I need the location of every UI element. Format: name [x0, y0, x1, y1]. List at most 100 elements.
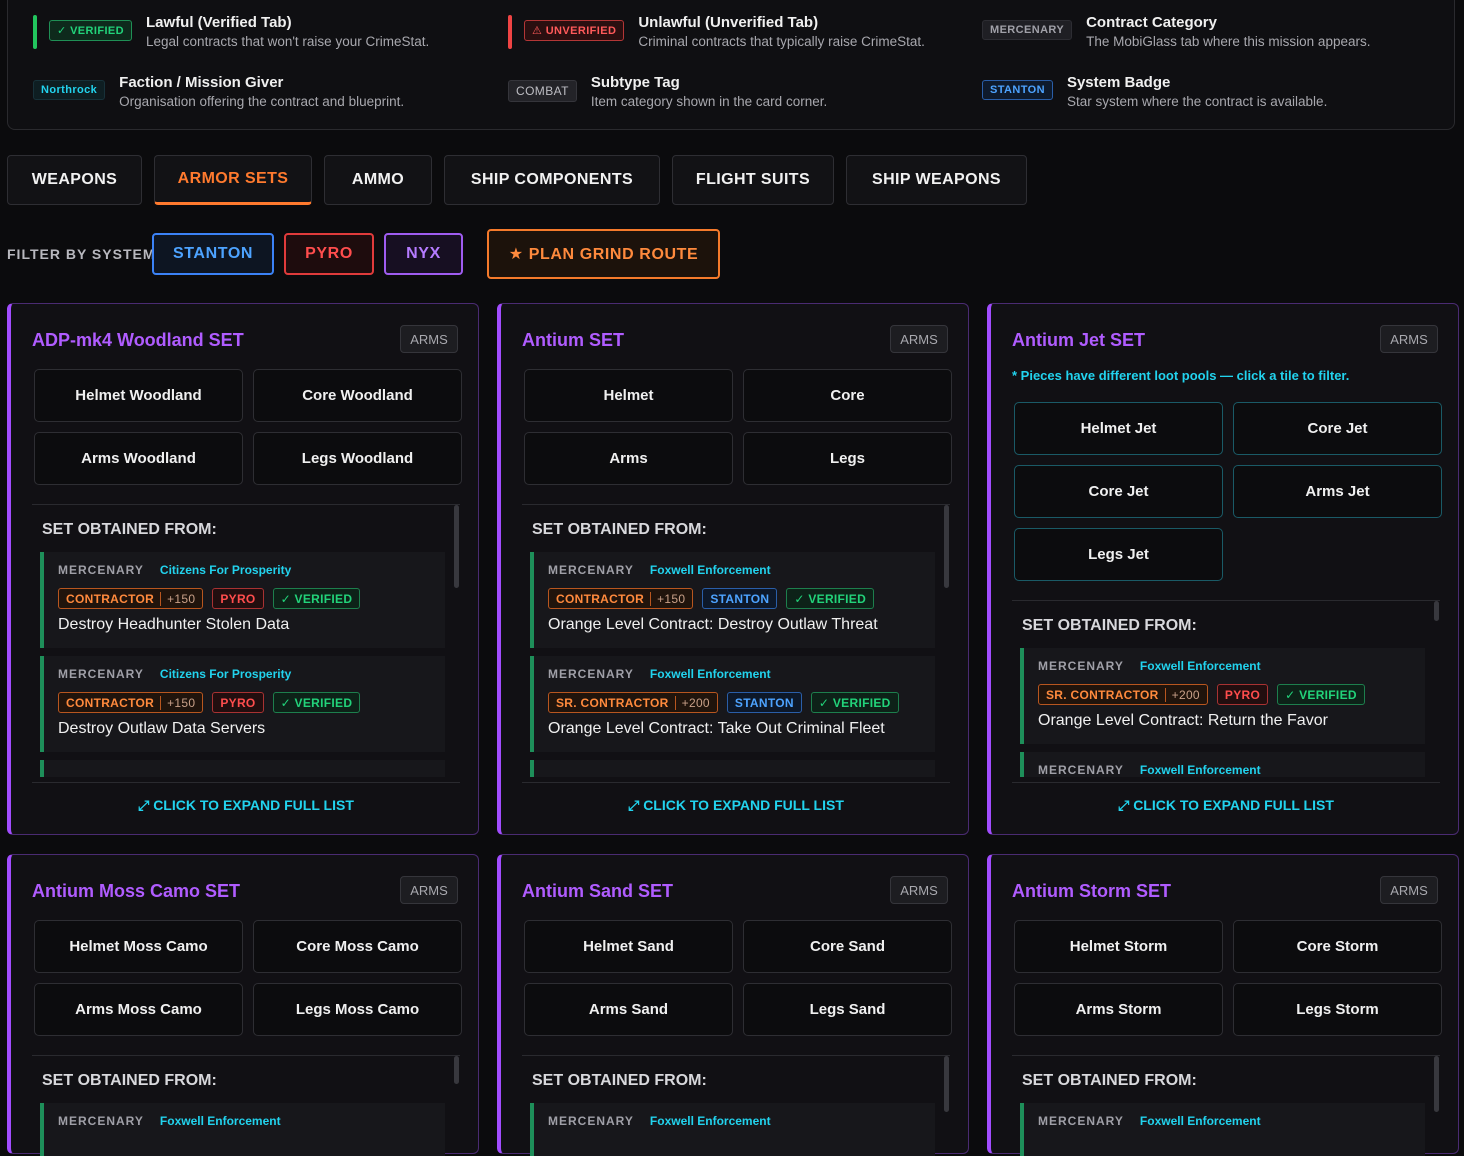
- faction-label: Citizens For Prosperity: [159, 563, 292, 577]
- expand-list-button[interactable]: ⤢ CLICK TO EXPAND FULL LIST: [1012, 782, 1440, 827]
- subtype-badge: ARMS: [1380, 876, 1438, 904]
- piece-tile[interactable]: Helmet Storm: [1014, 920, 1223, 973]
- piece-tile[interactable]: Helmet Jet: [1014, 402, 1223, 455]
- piece-tile[interactable]: Arms Moss Camo: [34, 983, 243, 1036]
- scrollbar[interactable]: [1434, 1056, 1439, 1112]
- green-bar: [33, 15, 37, 49]
- legend-title: Lawful (Verified Tab): [146, 14, 292, 31]
- verified-chip: ✓ VERIFIED: [272, 588, 361, 609]
- legend-desc: Criminal contracts that typically raise …: [638, 34, 925, 49]
- armor-set-card: Antium Sand SET ARMS Helmet Sand Core Sa…: [497, 854, 969, 1156]
- category-label: MERCENARY: [1038, 1114, 1124, 1128]
- contract-entry[interactable]: MERCENARY Citizens For Prosperity CONTRAC…: [40, 552, 445, 648]
- expand-list-button[interactable]: ⤢ CLICK TO EXPAND FULL LIST: [32, 782, 460, 827]
- piece-tile[interactable]: Core Jet: [1233, 402, 1442, 455]
- legend-title: Contract Category: [1086, 14, 1217, 31]
- tab-ship-components[interactable]: SHIP COMPONENTS: [444, 155, 660, 205]
- faction-label: Foxwell Enforcement: [1139, 763, 1261, 777]
- piece-tile[interactable]: Helmet Moss Camo: [34, 920, 243, 973]
- filter-pyro-button[interactable]: PYRO: [284, 233, 374, 275]
- piece-tile[interactable]: Core Moss Camo: [253, 920, 462, 973]
- sources-list[interactable]: SET OBTAINED FROM: MERCENARY Foxwell Enfo…: [522, 1055, 950, 1156]
- legend-title: Subtype Tag: [590, 74, 680, 91]
- piece-tile[interactable]: Core Woodland: [253, 369, 462, 422]
- piece-tile[interactable]: Helmet: [524, 369, 733, 422]
- piece-tile[interactable]: Core Jet: [1014, 465, 1223, 518]
- filter-stanton-button[interactable]: STANTON: [152, 233, 274, 275]
- sources-list[interactable]: SET OBTAINED FROM: MERCENARY Foxwell Enfo…: [32, 1055, 460, 1156]
- contract-entry[interactable]: MERCENARY Foxwell Enforcement SR. CONTRAC…: [1020, 648, 1425, 744]
- tab-weapons[interactable]: WEAPONS: [7, 155, 142, 205]
- legend-desc: Organisation offering the contract and b…: [119, 94, 405, 109]
- tab-ship-weapons[interactable]: SHIP WEAPONS: [846, 155, 1027, 205]
- sources-list[interactable]: SET OBTAINED FROM: MERCENARY Citizens For…: [32, 504, 460, 777]
- legend-title: System Badge: [1066, 74, 1171, 91]
- legend-panel: ✓ VERIFIED Lawful (Verified Tab) Legal c…: [7, 0, 1455, 130]
- armor-set-card: Antium Storm SET ARMS Helmet Storm Core …: [987, 854, 1459, 1156]
- contract-entry[interactable]: MERCENARY Foxwell Enforcement CONTRACTOR +…: [530, 552, 935, 648]
- piece-tile[interactable]: Arms Jet: [1233, 465, 1442, 518]
- legend-verified: ✓ VERIFIED Lawful (Verified Tab) Legal c…: [33, 13, 429, 51]
- category-label: MERCENARY: [548, 667, 634, 681]
- scrollbar[interactable]: [944, 1056, 949, 1112]
- category-tabs: WEAPONS ARMOR SETS AMMO SHIP COMPONENTS …: [7, 155, 1027, 205]
- contract-entry[interactable]: [530, 760, 935, 777]
- piece-tile[interactable]: Legs Moss Camo: [253, 983, 462, 1036]
- piece-tile[interactable]: Legs Sand: [743, 983, 952, 1036]
- sources-heading: SET OBTAINED FROM:: [42, 521, 217, 538]
- subtype-badge: ARMS: [1380, 325, 1438, 353]
- piece-tile[interactable]: Core: [743, 369, 952, 422]
- piece-tile[interactable]: Legs Storm: [1233, 983, 1442, 1036]
- contract-entry[interactable]: MERCENARY Citizens For Prosperity CONTRAC…: [40, 656, 445, 752]
- scrollbar[interactable]: [454, 505, 459, 588]
- sources-heading: SET OBTAINED FROM:: [1022, 617, 1197, 634]
- tab-ammo[interactable]: AMMO: [324, 155, 432, 205]
- piece-tile[interactable]: Arms Storm: [1014, 983, 1223, 1036]
- sources-list[interactable]: SET OBTAINED FROM: MERCENARY Foxwell Enfo…: [522, 504, 950, 777]
- plan-grind-route-button[interactable]: ★ PLAN GRIND ROUTE: [487, 229, 720, 279]
- filter-nyx-button[interactable]: NYX: [384, 233, 463, 275]
- rank-label: SR. CONTRACTOR: [556, 695, 669, 710]
- system-chip: PYRO: [212, 692, 264, 713]
- faction-label: Citizens For Prosperity: [159, 667, 292, 681]
- filter-label: FILTER BY SYSTEM:: [7, 246, 162, 262]
- stanton-tag: STANTON: [982, 80, 1053, 100]
- sources-heading: SET OBTAINED FROM:: [1022, 1072, 1197, 1089]
- expand-list-button[interactable]: ⤢ CLICK TO EXPAND FULL LIST: [522, 782, 950, 827]
- piece-tile[interactable]: Helmet Woodland: [34, 369, 243, 422]
- contract-entry[interactable]: MERCENARY Foxwell Enforcement: [1020, 752, 1425, 777]
- contract-entry[interactable]: MERCENARY Foxwell Enforcement: [40, 1103, 445, 1156]
- category-label: MERCENARY: [548, 563, 634, 577]
- piece-tile[interactable]: Arms Sand: [524, 983, 733, 1036]
- category-label: MERCENARY: [1038, 659, 1124, 673]
- contract-entry[interactable]: [40, 760, 445, 777]
- rep-label: +150: [160, 591, 195, 606]
- piece-tile[interactable]: Helmet Sand: [524, 920, 733, 973]
- contract-entry[interactable]: MERCENARY Foxwell Enforcement SR. CONTRAC…: [530, 656, 935, 752]
- rep-label: +150: [650, 591, 685, 606]
- piece-tile[interactable]: Legs Jet: [1014, 528, 1223, 581]
- contract-entry[interactable]: MERCENARY Foxwell Enforcement: [530, 1103, 935, 1156]
- scrollbar[interactable]: [944, 505, 949, 588]
- armor-set-card: Antium Moss Camo SET ARMS Helmet Moss Ca…: [7, 854, 479, 1156]
- piece-tile[interactable]: Legs Woodland: [253, 432, 462, 485]
- piece-tile[interactable]: Arms: [524, 432, 733, 485]
- verified-chip: ✓ VERIFIED: [786, 588, 875, 609]
- tab-flight-suits[interactable]: FLIGHT SUITS: [672, 155, 834, 205]
- tab-armor-sets[interactable]: ARMOR SETS: [154, 155, 312, 205]
- verified-tag: ✓ VERIFIED: [49, 20, 133, 41]
- rep-label: +150: [160, 695, 195, 710]
- sources-heading: SET OBTAINED FROM:: [42, 1072, 217, 1089]
- piece-tile[interactable]: Arms Woodland: [34, 432, 243, 485]
- contract-entry[interactable]: MERCENARY Foxwell Enforcement: [1020, 1103, 1425, 1156]
- scrollbar[interactable]: [1434, 601, 1439, 621]
- system-chip: PYRO: [212, 588, 264, 609]
- sources-list[interactable]: SET OBTAINED FROM: MERCENARY Foxwell Enfo…: [1012, 1055, 1440, 1156]
- sources-list[interactable]: SET OBTAINED FROM: MERCENARY Foxwell Enfo…: [1012, 600, 1440, 777]
- set-title: Antium Sand SET: [522, 881, 674, 901]
- rank-label: CONTRACTOR: [556, 591, 645, 606]
- piece-tile[interactable]: Core Storm: [1233, 920, 1442, 973]
- piece-tile[interactable]: Core Sand: [743, 920, 952, 973]
- scrollbar[interactable]: [454, 1056, 459, 1084]
- piece-tile[interactable]: Legs: [743, 432, 952, 485]
